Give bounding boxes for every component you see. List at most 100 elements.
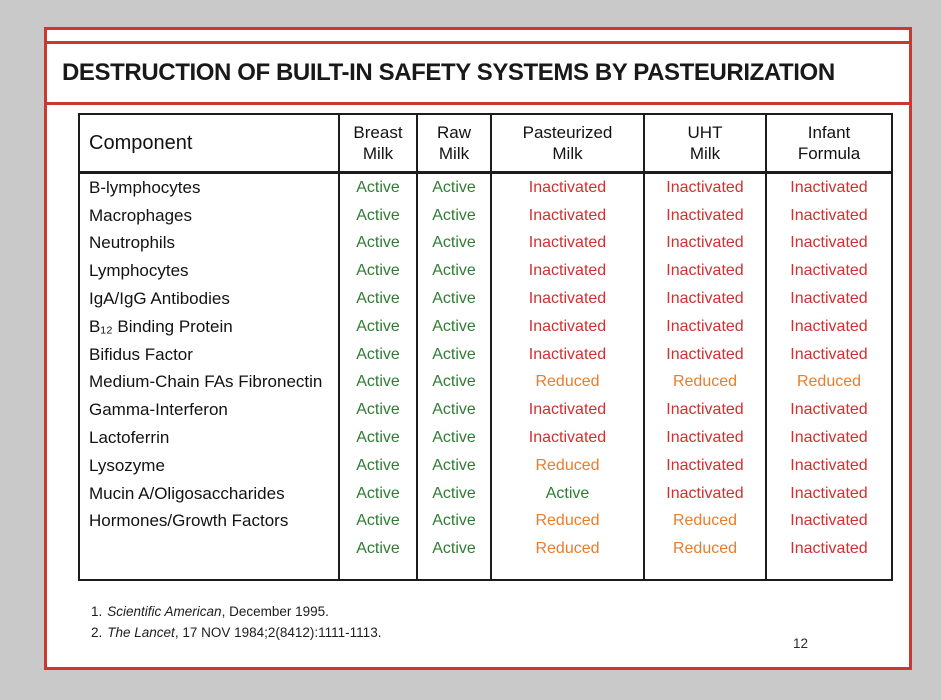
status-cell: Inactivated: [643, 312, 767, 341]
status-cell: Active: [416, 424, 492, 452]
safety-systems-table: Component Breast Milk Raw Milk Pasteurized …: [78, 113, 893, 582]
status-cell: Inactivated: [643, 396, 767, 425]
status-cell: Inactivated: [765, 285, 893, 313]
status-cell: Active: [338, 285, 418, 313]
spacer-cell: [78, 563, 340, 581]
status-cell: Inactivated: [765, 229, 893, 258]
status-cell: Active: [416, 229, 492, 258]
table-row: B-lymphocytes Active Active Inactivated Inac…: [78, 172, 893, 202]
status-cell: Active: [416, 257, 492, 286]
status-cell: Reduced: [643, 507, 767, 536]
slide-title: DESTRUCTION OF BUILT-IN SAFETY SYSTEMS B…: [62, 59, 835, 86]
status-cell: Reduced: [765, 368, 893, 397]
component-cell: Neutrophils: [78, 229, 340, 258]
component-cell: B-lymphocytes: [78, 172, 340, 202]
table-row: B₁₂ Binding Protein Active Active Inactivat…: [78, 312, 893, 341]
table-body: B-lymphocytes Active Active Inactivated Inac…: [78, 172, 893, 581]
status-cell: Inactivated: [643, 424, 767, 452]
footnotes: 1. Scientific American, December 1995. 2.…: [91, 601, 909, 643]
status-cell: Inactivated: [765, 451, 893, 480]
status-cell: Inactivated: [765, 479, 893, 508]
component-cell: IgA/IgG Antibodies: [78, 285, 340, 313]
table-row: Hormones/Growth Factors Active Active Reduc…: [78, 507, 893, 536]
component-cell: Gamma-Interferon: [78, 396, 340, 425]
table-row: IgA/IgG Antibodies Active Active Inactivate…: [78, 285, 893, 313]
status-cell: Inactivated: [490, 424, 645, 452]
status-cell: Active: [416, 479, 492, 508]
component-cell: Medium-Chain FAs Fibronectin: [78, 368, 340, 397]
table-spacer-row: [78, 563, 893, 581]
footnote-source: The Lancet: [107, 625, 175, 641]
component-cell: Lysozyme: [78, 451, 340, 480]
component-cell: Hormones/Growth Factors: [78, 507, 340, 536]
status-cell: Active: [416, 285, 492, 313]
footnote-detail: , 17 NOV 1984;2(8412):1111-1113.: [174, 625, 382, 641]
status-cell: Active: [338, 368, 418, 397]
status-cell: Reduced: [643, 535, 767, 564]
footnote-marker: 2.: [91, 625, 103, 641]
spacer-cell: [490, 563, 645, 581]
header-cell: Raw Milk: [416, 114, 492, 174]
status-cell: Inactivated: [765, 257, 893, 286]
table-row: Mucin A/Oligosaccharides Active Active Acti…: [78, 479, 893, 508]
table-row: Gamma-Interferon Active Active Inactivated I…: [78, 396, 893, 425]
status-cell: Active: [338, 479, 418, 508]
status-cell: Active: [416, 396, 492, 425]
status-cell: Reduced: [490, 507, 645, 536]
header-cell: Infant Formula: [765, 114, 893, 174]
status-cell: Inactivated: [643, 257, 767, 286]
status-cell: Active: [416, 451, 492, 480]
header-cell: Pasteurized Milk: [490, 114, 645, 174]
status-cell: Reduced: [490, 368, 645, 397]
footnote-source: Scientific American: [107, 604, 222, 620]
status-cell: Inactivated: [765, 535, 893, 564]
status-cell: Inactivated: [490, 201, 645, 230]
status-cell: Active: [338, 257, 418, 286]
spacer-cell: [416, 563, 492, 581]
status-cell: Inactivated: [643, 285, 767, 313]
status-cell: Active: [490, 479, 645, 508]
status-cell: Inactivated: [643, 172, 767, 202]
status-cell: Inactivated: [765, 340, 893, 369]
status-cell: Reduced: [643, 368, 767, 397]
footnote-2: 2. The Lancet, 17 NOV 1984;2(8412):1111-1…: [91, 622, 909, 643]
status-cell: Inactivated: [490, 396, 645, 425]
status-cell: Active: [338, 396, 418, 425]
status-cell: Inactivated: [765, 312, 893, 341]
status-cell: Active: [416, 507, 492, 536]
status-cell: Active: [416, 340, 492, 369]
footnote-1: 1. Scientific American, December 1995.: [91, 601, 909, 622]
table-row: Lactoferrin Active Active Inactivated Inacti…: [78, 424, 893, 452]
status-cell: Inactivated: [643, 451, 767, 480]
status-cell: Reduced: [490, 451, 645, 480]
table-row: Bifidus Factor Active Active Inactivated Ina…: [78, 340, 893, 369]
table-wrap: Component Breast Milk Raw Milk Pasteurized …: [78, 113, 909, 582]
header-cell: UHT Milk: [643, 114, 767, 174]
status-cell: Inactivated: [490, 285, 645, 313]
table-row: Macrophages Active Active Inactivated Inacti…: [78, 201, 893, 230]
status-cell: Active: [338, 451, 418, 480]
table-header-row: Component Breast Milk Raw Milk Pasteurized …: [78, 114, 893, 174]
component-cell: Lymphocytes: [78, 257, 340, 286]
status-cell: Active: [416, 368, 492, 397]
status-cell: Active: [338, 229, 418, 258]
status-cell: Inactivated: [643, 479, 767, 508]
header-cell: Breast Milk: [338, 114, 418, 174]
status-cell: Inactivated: [490, 312, 645, 341]
table-row: Active Active Reduced Reduced Inactivated: [78, 535, 893, 564]
status-cell: Active: [416, 172, 492, 202]
table-row: Lysozyme Active Active Reduced Inactivated In…: [78, 451, 893, 480]
status-cell: Active: [338, 507, 418, 536]
status-cell: Reduced: [490, 535, 645, 564]
status-cell: Inactivated: [643, 340, 767, 369]
component-cell: Lactoferrin: [78, 424, 340, 452]
status-cell: Active: [338, 535, 418, 564]
component-cell: [78, 535, 340, 564]
spacer-cell: [765, 563, 893, 581]
status-cell: Inactivated: [490, 340, 645, 369]
component-cell: Bifidus Factor: [78, 340, 340, 369]
status-cell: Inactivated: [765, 172, 893, 202]
status-cell: Inactivated: [643, 201, 767, 230]
status-cell: Inactivated: [765, 201, 893, 230]
status-cell: Active: [338, 340, 418, 369]
